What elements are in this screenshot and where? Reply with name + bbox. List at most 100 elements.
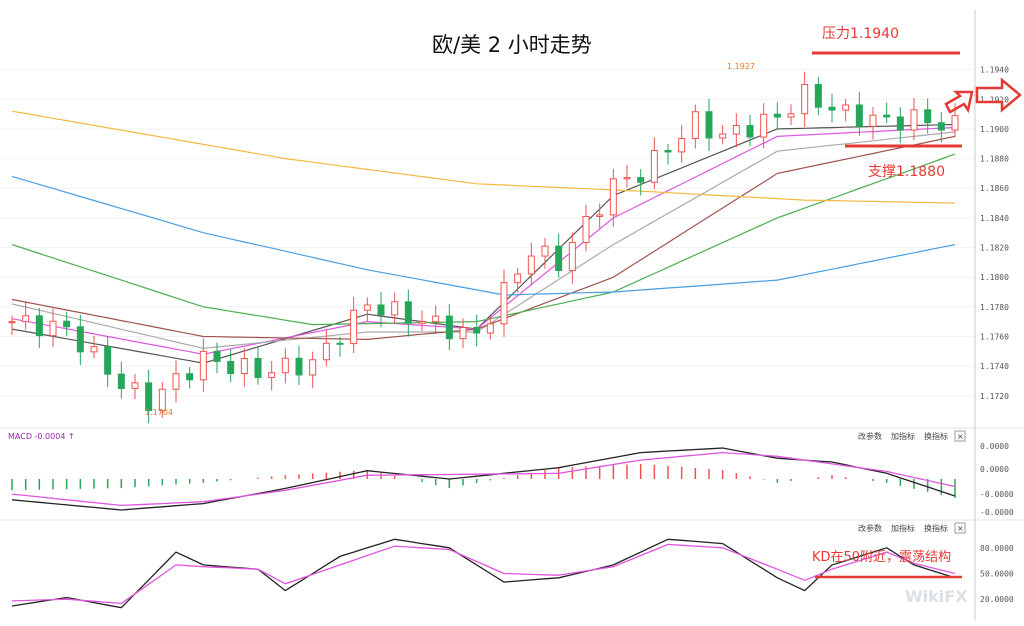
candle-body: [336, 342, 344, 345]
moving-average-line: [11, 131, 956, 349]
candle-body: [582, 215, 590, 244]
price-tick-label: 1.1720: [980, 392, 1009, 401]
macd-close-button[interactable]: [954, 430, 966, 442]
moving-average-line: [11, 135, 956, 341]
candle-body: [814, 84, 822, 108]
candle-body: [910, 109, 918, 131]
candle-layer: [8, 71, 959, 424]
candle-body: [609, 178, 617, 216]
candle-body: [35, 315, 43, 337]
candle-body: [527, 255, 535, 275]
kd-tick-label: 50.0000: [980, 570, 1014, 579]
candle-body: [445, 315, 453, 340]
candle-body: [514, 273, 522, 284]
support-label: 支撑1.1880: [868, 164, 945, 180]
moving-average-line: [11, 123, 956, 364]
candle-body: [924, 109, 932, 124]
close-icon: ×: [957, 432, 964, 441]
candle-body: [404, 301, 412, 324]
candle-body: [500, 282, 508, 325]
candle-body: [486, 323, 494, 334]
macd-dif-line: [11, 447, 956, 511]
candle-body: [268, 372, 276, 379]
close-icon: ×: [957, 524, 964, 533]
candle-body: [90, 346, 98, 353]
candle-body: [22, 315, 30, 323]
candle-body: [63, 320, 71, 328]
candle-body: [49, 320, 57, 337]
candle-body: [322, 342, 330, 361]
candle-body: [350, 309, 358, 345]
candle-body: [678, 138, 686, 153]
macd-tick-label: -0.0000: [980, 508, 1014, 517]
candle-body: [199, 350, 207, 381]
macd-add-indicator-button[interactable]: 加指标: [891, 431, 915, 441]
macd-edit-params-button[interactable]: 改参数: [858, 431, 882, 441]
candle-body: [459, 327, 467, 340]
candle-body: [828, 106, 836, 111]
candle-body: [473, 327, 481, 334]
chart-title: 欧/美 2 小时走势: [432, 33, 592, 57]
candle-body: [705, 111, 713, 139]
resistance-label: 压力1.1940: [822, 26, 899, 42]
macd-switch-indicator-button[interactable]: 换指标: [924, 431, 948, 441]
price-tick-label: 1.1820: [980, 244, 1009, 253]
macd-tick-label: 0.0000: [980, 465, 1009, 474]
candle-body: [869, 114, 877, 127]
kd-add-indicator-button[interactable]: 加指标: [891, 523, 915, 533]
price-tick-label: 1.1920: [980, 95, 1009, 104]
candle-body: [418, 321, 426, 324]
candle-body: [117, 373, 125, 389]
candle-body: [691, 111, 699, 140]
grid-layer: [0, 69, 1024, 521]
candle-body: [896, 116, 904, 131]
candle-body: [855, 104, 863, 127]
price-tick-label: 1.1840: [980, 214, 1009, 223]
candle-body: [773, 113, 781, 118]
axis-layer: 1.1940 1.1920 1.1900 1.1880 1.1860 1.1840 1.18…: [974, 10, 1014, 620]
moving-average-line: [11, 110, 956, 204]
candle-body: [104, 346, 112, 375]
kd-edit-params-button[interactable]: 改参数: [858, 523, 882, 533]
candle-body: [732, 124, 740, 135]
macd-tick-label: -0.0000: [980, 490, 1014, 499]
macd-layer: [11, 447, 956, 511]
candle-body: [719, 133, 727, 139]
arrow-right-icon: [975, 77, 1022, 113]
ma-layer: [11, 110, 956, 364]
candle-body: [801, 84, 809, 115]
candle-body: [213, 350, 221, 362]
kd-close-button[interactable]: [954, 522, 966, 534]
kd-d-line: [11, 543, 956, 605]
candle-body: [131, 382, 139, 389]
price-tick-label: 1.1940: [980, 66, 1009, 75]
candle-body: [145, 382, 153, 411]
candle-body: [309, 359, 317, 376]
candle-body: [883, 114, 891, 118]
candle-body: [295, 357, 303, 376]
candle-body: [951, 115, 959, 131]
watermark: WikiFX: [905, 587, 968, 606]
macd-tick-label: 0.0000: [980, 442, 1009, 451]
candle-body: [8, 321, 16, 324]
moving-average-line: [11, 126, 956, 355]
candle-body: [787, 113, 795, 118]
candle-body: [664, 149, 672, 153]
candle-body: [937, 122, 945, 131]
kd-layer: [11, 538, 956, 609]
candle-body: [650, 149, 658, 183]
moving-average-line: [11, 175, 956, 296]
kd-switch-indicator-button[interactable]: 换指标: [924, 523, 948, 533]
candle-body: [637, 177, 645, 183]
price-tick-label: 1.1860: [980, 184, 1009, 193]
candle-body: [842, 104, 850, 111]
low-label: 1.1704: [145, 408, 173, 417]
kd-tick-label: 20.0000: [980, 595, 1014, 604]
moving-average-line: [11, 153, 956, 326]
candle-body: [596, 214, 604, 217]
kd-note: KD在50附近，震荡结构: [812, 550, 951, 565]
candle-body: [746, 124, 754, 138]
candle-body: [186, 373, 194, 381]
candle-body: [432, 315, 440, 323]
candle-body: [363, 304, 371, 311]
